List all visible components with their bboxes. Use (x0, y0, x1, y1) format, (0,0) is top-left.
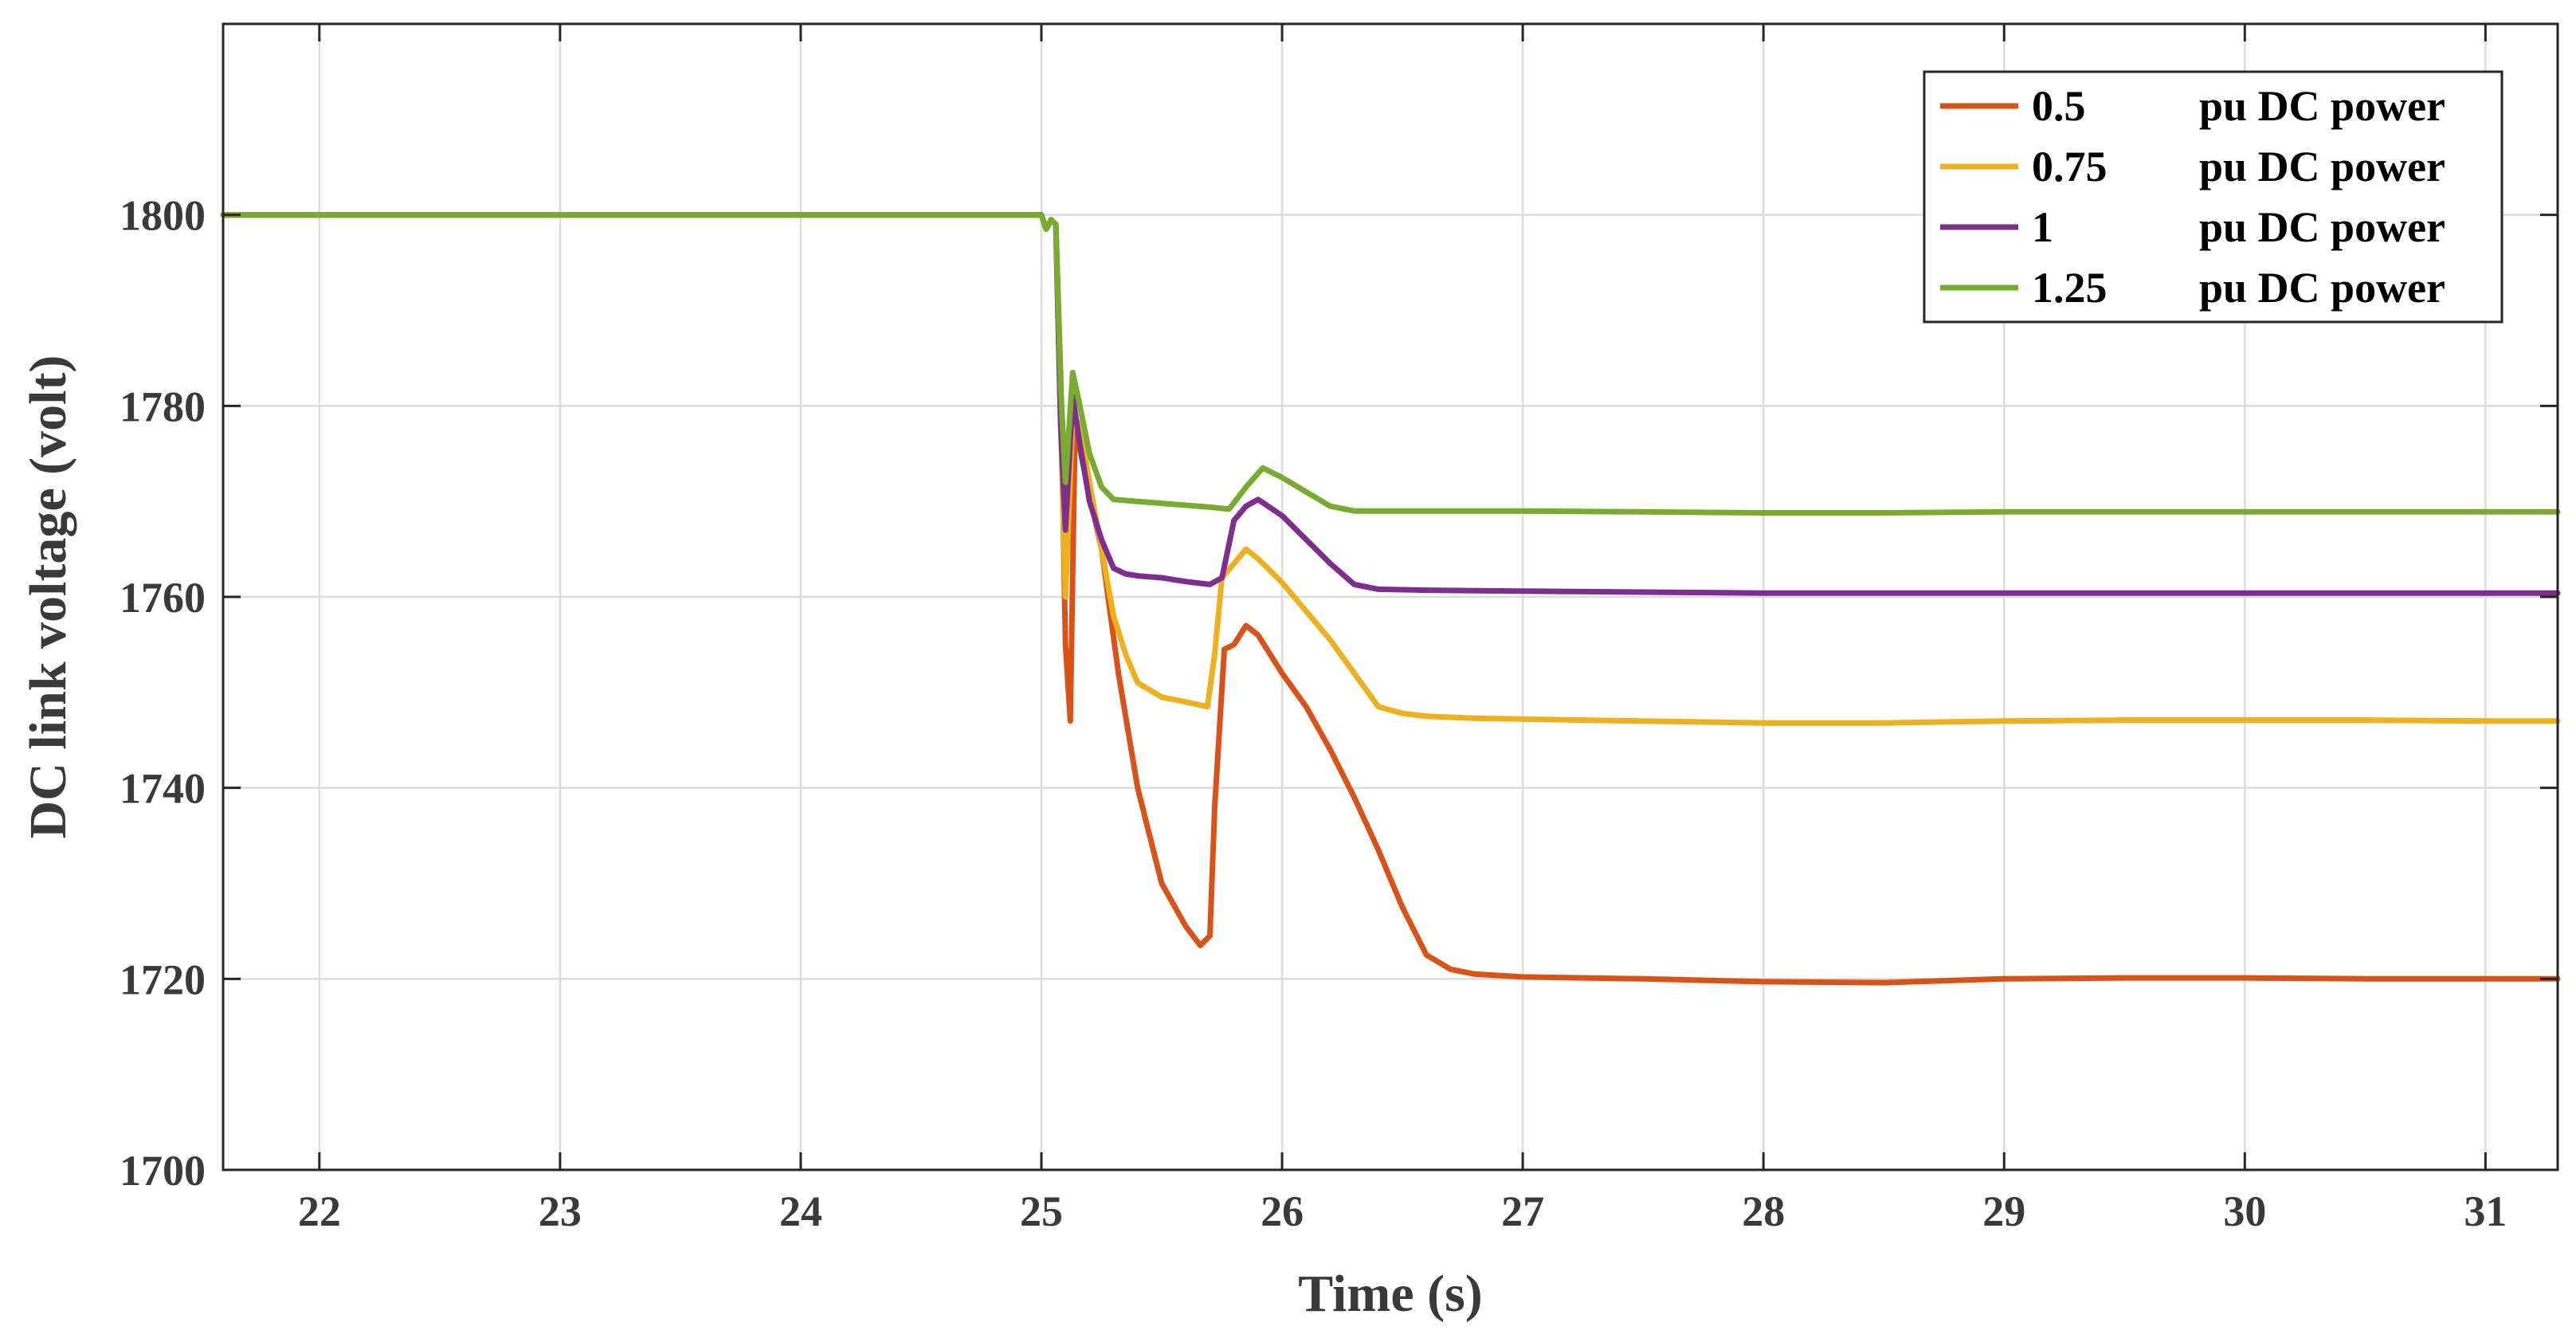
x-tick-label: 26 (1261, 1187, 1304, 1235)
y-tick-label: 1800 (120, 192, 206, 240)
x-tick-label: 30 (2223, 1187, 2266, 1235)
y-tick-label: 1740 (120, 765, 206, 813)
x-axis-label: Time (s) (1298, 1265, 1483, 1323)
series-line-1 (220, 212, 2561, 596)
x-tick-label: 25 (1020, 1187, 1063, 1235)
legend-label-0.75: 0.75 (2032, 143, 2107, 190)
x-tick-label: 24 (779, 1187, 822, 1235)
legend-unit-0.75: pu DC power (2199, 143, 2445, 190)
x-tick-label: 27 (1501, 1187, 1544, 1235)
y-tick-label: 1720 (120, 955, 206, 1003)
x-tick-label: 23 (539, 1187, 582, 1235)
x-tick-label: 22 (298, 1187, 341, 1235)
legend-box (1923, 70, 2503, 324)
y-tick-label: 1780 (120, 383, 206, 430)
x-tick-label: 29 (1982, 1187, 2025, 1235)
y-tick-label: 1700 (120, 1147, 206, 1195)
y-axis-label: DC link voltage (volt) (19, 355, 77, 839)
legend-unit-1: pu DC power (2199, 203, 2445, 251)
legend-label-1.25: 1.25 (2032, 264, 2107, 312)
legend-label-0.5: 0.5 (2032, 82, 2086, 130)
legend: 0.5 pu DC power 0.75 pu DC power 1 pu DC powe… (1923, 70, 2503, 324)
series-line-0.5 (220, 212, 2561, 986)
ticks: 22 23 24 25 26 27 28 29 30 31 1700 1720 1740 1760 1780… (120, 24, 2558, 1235)
legend-unit-1.25: pu DC power (2199, 264, 2445, 312)
x-tick-label: 31 (2464, 1187, 2507, 1235)
x-tick-label: 28 (1742, 1187, 1785, 1235)
legend-label-1: 1 (2032, 203, 2053, 251)
series-lines (220, 212, 2561, 986)
legend-unit-0.5: pu DC power (2199, 82, 2445, 130)
series-line-1.25 (220, 212, 2561, 516)
y-tick-label: 1760 (120, 574, 206, 622)
